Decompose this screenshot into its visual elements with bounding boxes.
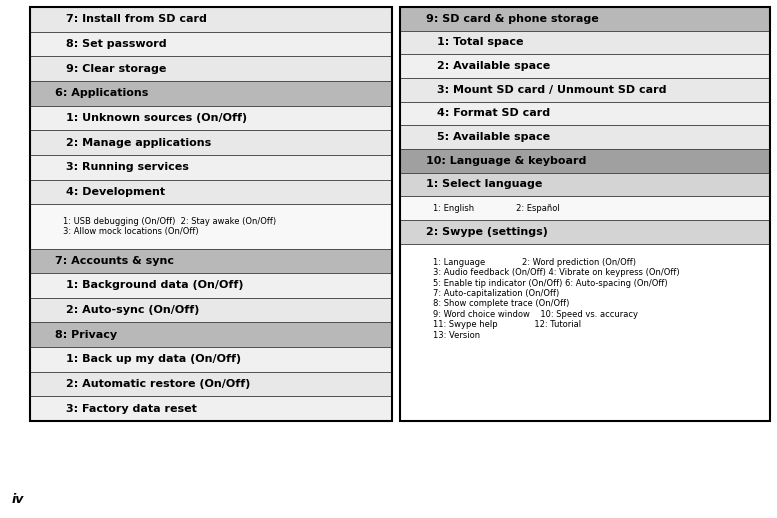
- Bar: [400, 78, 770, 102]
- Text: 9: Clear storage: 9: Clear storage: [66, 64, 166, 74]
- Text: 1: USB debugging (On/Off)  2: Stay awake (On/Off)
3: Allow mock locations (On/Of: 1: USB debugging (On/Off) 2: Stay awake …: [63, 217, 276, 236]
- Text: 9: SD card & phone storage: 9: SD card & phone storage: [426, 14, 598, 24]
- Bar: [30, 106, 392, 130]
- Bar: [30, 81, 392, 106]
- Bar: [400, 31, 770, 54]
- Text: 7: Accounts & sync: 7: Accounts & sync: [55, 256, 174, 266]
- Bar: [30, 372, 392, 396]
- Text: 1: Back up my data (On/Off): 1: Back up my data (On/Off): [66, 354, 242, 364]
- Bar: [30, 249, 392, 273]
- Bar: [400, 149, 770, 172]
- Bar: [30, 32, 392, 56]
- Text: 3: Factory data reset: 3: Factory data reset: [66, 404, 197, 414]
- Text: 10: Language & keyboard: 10: Language & keyboard: [426, 156, 587, 166]
- Text: 1: Language              2: Word prediction (On/Off)
3: Audio feedback (On/Off) : 1: Language 2: Word prediction (On/Off) …: [434, 258, 680, 340]
- Text: 6: Applications: 6: Applications: [55, 88, 148, 98]
- Text: 4: Format SD card: 4: Format SD card: [437, 108, 550, 119]
- Text: 2: Automatic restore (On/Off): 2: Automatic restore (On/Off): [66, 379, 250, 389]
- Bar: [400, 7, 770, 421]
- Text: 1: Select language: 1: Select language: [426, 179, 542, 190]
- Text: 3: Running services: 3: Running services: [66, 162, 189, 172]
- Bar: [30, 7, 392, 421]
- Text: 8: Set password: 8: Set password: [66, 39, 167, 49]
- Bar: [30, 155, 392, 180]
- Text: iv: iv: [12, 493, 24, 506]
- Bar: [400, 172, 770, 196]
- Text: 4: Development: 4: Development: [66, 187, 166, 197]
- Bar: [30, 204, 392, 249]
- Bar: [400, 220, 770, 243]
- Text: 8: Privacy: 8: Privacy: [55, 330, 117, 340]
- Text: 5: Available space: 5: Available space: [437, 132, 550, 142]
- Bar: [400, 196, 770, 220]
- Text: 2: Auto-sync (On/Off): 2: Auto-sync (On/Off): [66, 305, 200, 315]
- Bar: [30, 56, 392, 81]
- Text: 1: Total space: 1: Total space: [437, 37, 524, 48]
- Bar: [400, 7, 770, 31]
- Bar: [400, 125, 770, 149]
- Text: 2: Manage applications: 2: Manage applications: [66, 138, 211, 148]
- Bar: [30, 322, 392, 347]
- Text: 1: Unknown sources (On/Off): 1: Unknown sources (On/Off): [66, 113, 247, 123]
- Text: 1: Background data (On/Off): 1: Background data (On/Off): [66, 280, 244, 291]
- Bar: [30, 130, 392, 155]
- Bar: [30, 347, 392, 372]
- Bar: [30, 298, 392, 322]
- Bar: [30, 396, 392, 421]
- Text: 3: Mount SD card / Unmount SD card: 3: Mount SD card / Unmount SD card: [437, 85, 667, 95]
- Bar: [400, 102, 770, 125]
- Text: 2: Swype (settings): 2: Swype (settings): [426, 227, 548, 237]
- Text: 7: Install from SD card: 7: Install from SD card: [66, 15, 207, 24]
- Bar: [400, 54, 770, 78]
- Bar: [400, 243, 770, 421]
- Bar: [30, 7, 392, 32]
- Text: 1: English                2: Español: 1: English 2: Español: [434, 204, 560, 212]
- Text: 2: Available space: 2: Available space: [437, 61, 550, 71]
- Bar: [30, 273, 392, 298]
- Bar: [30, 180, 392, 204]
